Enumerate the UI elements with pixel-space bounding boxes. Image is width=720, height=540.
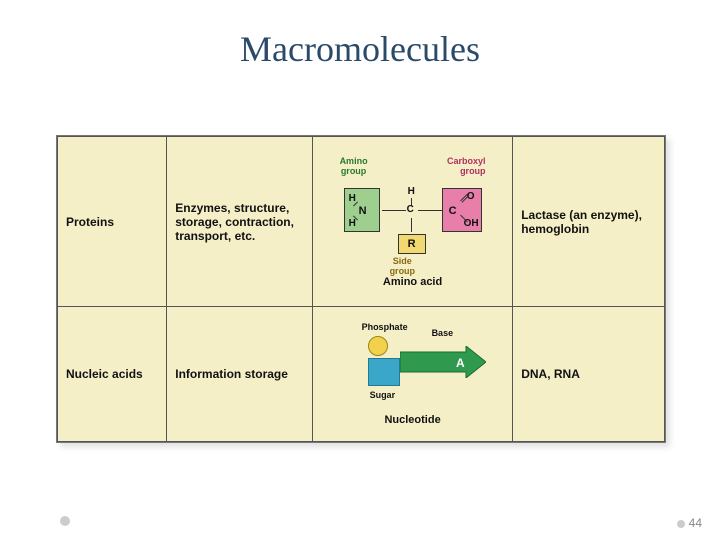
diagram-caption: Nucleotide: [321, 414, 504, 426]
h-atom: H: [408, 186, 415, 197]
carboxyl-box: O C OH: [442, 188, 482, 232]
side-box: R: [398, 234, 426, 254]
amino-box: H N H: [344, 188, 380, 232]
sugar-label: Sugar: [370, 390, 396, 400]
macromolecule-name: Proteins: [58, 137, 167, 307]
side-group-label: Sidegroup: [390, 256, 416, 276]
footer-bullet-icon: [60, 516, 70, 526]
page-title: Macromolecules: [0, 0, 720, 70]
macromolecule-function: Information storage: [167, 307, 313, 442]
diagram-caption: Amino acid: [321, 276, 504, 288]
macromolecule-diagram-cell: Aminogroup Carboxylgroup H N H O C OH H …: [312, 137, 512, 307]
table-row: ProteinsEnzymes, structure, storage, con…: [58, 137, 665, 307]
phosphate-label: Phosphate: [362, 322, 408, 332]
c-atom: C: [407, 204, 414, 215]
macromolecule-table: ProteinsEnzymes, structure, storage, con…: [56, 135, 666, 443]
macromolecule-name: Nucleic acids: [58, 307, 167, 442]
table-row: Nucleic acidsInformation storage Phospha…: [58, 307, 665, 442]
sugar-icon: [368, 358, 400, 386]
amino-acid-diagram: Aminogroup Carboxylgroup H N H O C OH H …: [338, 156, 488, 274]
macromolecule-example: DNA, RNA: [513, 307, 665, 442]
base-label: Base: [432, 328, 454, 338]
macromolecule-diagram-cell: Phosphate Base A Sugar Nucleotide: [312, 307, 512, 442]
amino-group-label: Aminogroup: [340, 156, 368, 176]
base-icon: A: [400, 346, 486, 378]
nucleotide-diagram: Phosphate Base A Sugar: [338, 322, 488, 412]
page-number: 44: [677, 516, 702, 530]
svg-text:A: A: [456, 356, 465, 370]
macromolecule-function: Enzymes, structure, storage, contraction…: [167, 137, 313, 307]
phosphate-icon: [368, 336, 388, 356]
macromolecule-example: Lactase (an enzyme), hemoglobin: [513, 137, 665, 307]
carboxyl-group-label: Carboxylgroup: [447, 156, 486, 176]
